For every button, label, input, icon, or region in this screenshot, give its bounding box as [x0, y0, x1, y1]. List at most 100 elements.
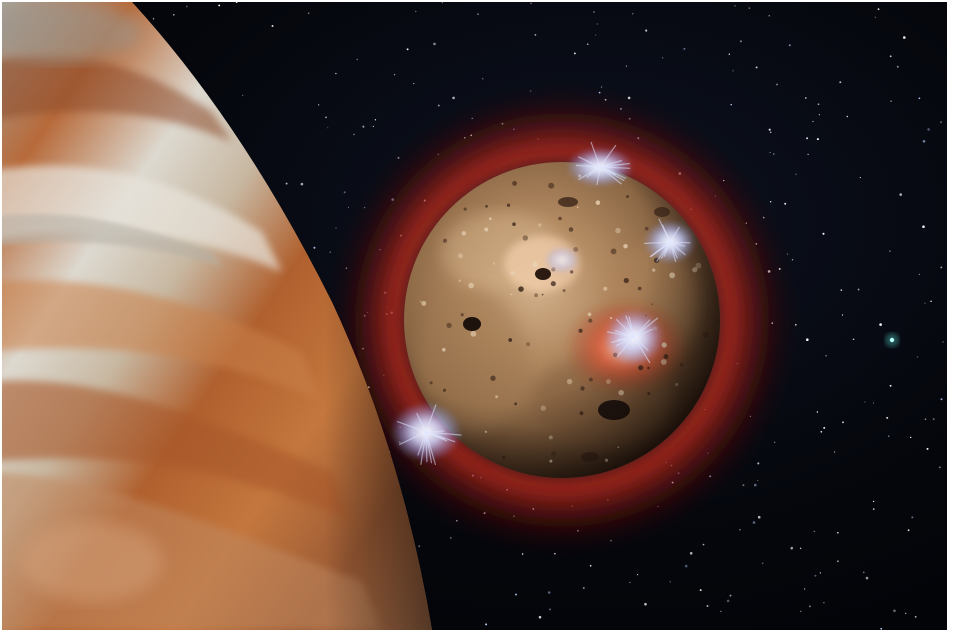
star — [761, 562, 764, 564]
space-scene — [2, 2, 947, 630]
star — [728, 53, 730, 55]
star — [872, 508, 875, 510]
star — [774, 441, 776, 443]
star — [631, 12, 634, 15]
star — [242, 94, 244, 97]
star — [335, 72, 337, 75]
star — [837, 532, 839, 534]
star — [804, 97, 807, 99]
star — [729, 594, 732, 597]
star — [356, 58, 358, 61]
plume-ray — [416, 413, 427, 433]
star — [732, 70, 734, 72]
star — [795, 173, 797, 175]
plume-ray — [599, 162, 631, 168]
star — [863, 571, 865, 574]
star — [547, 591, 551, 594]
star — [893, 609, 896, 613]
star — [872, 500, 875, 503]
star — [757, 462, 760, 465]
star — [754, 483, 757, 487]
star — [752, 521, 756, 524]
star — [790, 548, 793, 550]
star — [586, 43, 589, 45]
star — [825, 355, 827, 357]
star — [726, 599, 730, 603]
star — [313, 246, 316, 249]
star — [271, 25, 274, 27]
star — [896, 65, 899, 68]
star — [413, 83, 415, 85]
star — [374, 119, 377, 121]
plume-ray — [575, 164, 601, 168]
star — [814, 574, 817, 577]
star — [329, 251, 331, 253]
volcanic-plumes — [390, 141, 696, 466]
star — [839, 81, 842, 84]
star — [683, 47, 686, 50]
star — [922, 140, 926, 143]
star — [872, 402, 875, 404]
plume-ray — [633, 328, 653, 338]
star — [907, 529, 910, 532]
star — [689, 552, 693, 555]
star — [347, 206, 349, 208]
distant-object — [885, 333, 899, 347]
star — [877, 8, 880, 10]
star — [317, 104, 320, 106]
star — [418, 545, 421, 548]
star — [757, 479, 759, 481]
star — [669, 581, 671, 583]
star — [930, 300, 932, 303]
star — [706, 604, 709, 608]
star — [173, 14, 175, 16]
star — [940, 121, 942, 123]
star — [477, 13, 479, 16]
star — [879, 323, 882, 326]
star — [582, 587, 585, 589]
star — [325, 116, 327, 119]
star — [152, 18, 155, 20]
star — [637, 574, 639, 576]
star — [573, 52, 576, 55]
plume-ray — [425, 431, 445, 440]
star — [799, 547, 802, 550]
plume-ray — [578, 156, 601, 168]
star — [816, 138, 819, 141]
jupiter-limb — [2, 2, 432, 630]
star — [702, 543, 705, 546]
star — [629, 581, 631, 584]
plume-ray — [599, 144, 617, 168]
plume-ray — [599, 159, 622, 168]
star — [450, 537, 452, 539]
plume-ray — [606, 331, 635, 338]
plume-ray — [644, 241, 671, 245]
star — [822, 232, 825, 235]
star — [768, 15, 770, 17]
star — [625, 65, 628, 67]
star — [730, 103, 732, 106]
star — [812, 120, 814, 123]
star — [922, 225, 925, 228]
star — [911, 516, 914, 519]
star — [817, 103, 820, 106]
star — [218, 4, 221, 7]
plume-ray — [590, 141, 601, 168]
star — [742, 484, 745, 487]
star — [593, 11, 595, 13]
star — [755, 66, 758, 69]
star — [889, 55, 892, 58]
star — [903, 36, 906, 39]
plume-ray — [599, 166, 622, 185]
star — [932, 418, 935, 421]
star — [889, 384, 892, 387]
plume-ray — [625, 315, 635, 338]
star — [589, 565, 592, 567]
star — [803, 588, 806, 590]
star — [924, 418, 927, 421]
star — [353, 133, 355, 136]
star — [800, 610, 802, 612]
star — [840, 289, 843, 291]
star — [852, 338, 855, 341]
star — [530, 2, 532, 5]
